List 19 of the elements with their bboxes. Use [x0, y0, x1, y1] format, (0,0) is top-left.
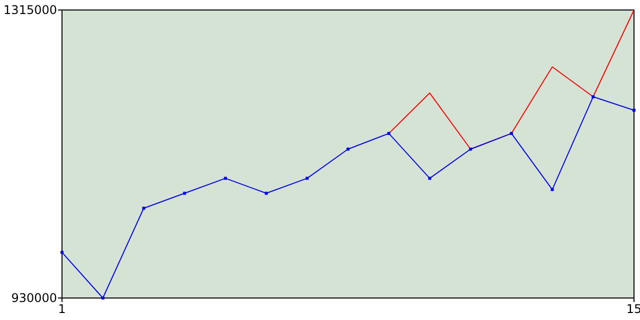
point — [60, 250, 64, 254]
point — [224, 176, 227, 180]
point — [142, 206, 146, 210]
point — [387, 132, 390, 135]
x-tick-label: 1 — [58, 302, 66, 316]
point — [428, 176, 432, 180]
point — [101, 296, 104, 300]
point — [550, 188, 554, 192]
point — [592, 95, 595, 98]
y-tick-label: 1315000 — [4, 3, 57, 18]
point — [469, 148, 472, 151]
line-series — [60, 95, 636, 300]
point — [183, 192, 186, 195]
point — [510, 132, 513, 135]
y-tick-label: 930000 — [11, 291, 57, 306]
point — [346, 148, 350, 151]
point — [632, 108, 636, 112]
point — [306, 176, 309, 180]
point — [264, 192, 268, 195]
